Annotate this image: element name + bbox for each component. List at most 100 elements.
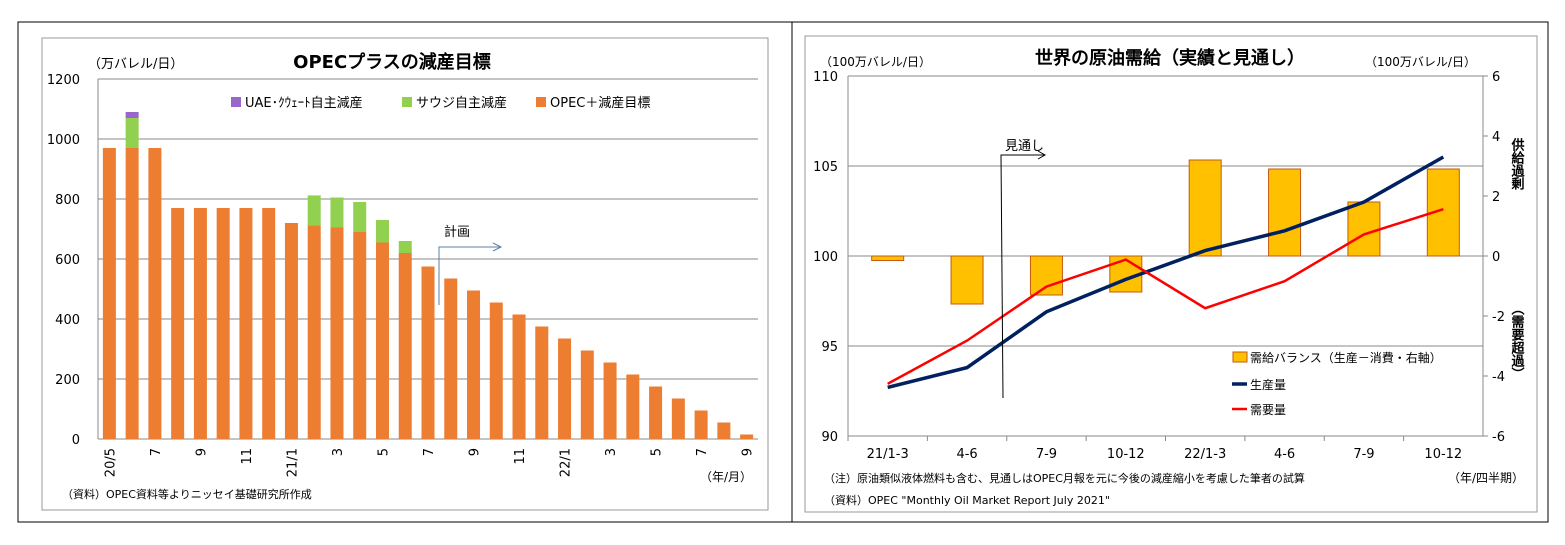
left-y-tick-label: 100 — [813, 250, 838, 265]
bar-1 — [398, 241, 412, 253]
balance-bar — [1347, 201, 1381, 257]
y-tick-label: 600 — [55, 253, 80, 268]
right-note: （注）原油類似液体燃料も含む、見通しはOPEC月報を元に今後の減産縮小を考慮した… — [824, 471, 1305, 485]
x-tick-label: 20/5 — [103, 448, 118, 477]
bar-0 — [148, 148, 162, 439]
demand-line — [887, 208, 1444, 385]
plan-annotation: 計画 — [444, 224, 470, 240]
bar-0 — [671, 398, 685, 439]
left-y-tick-label: 90 — [821, 430, 838, 445]
x-tick-label: 9 — [741, 448, 756, 456]
right-y-tick-label: -6 — [1492, 430, 1505, 445]
legend-swatch — [402, 97, 412, 107]
outlook-annotation: 見通し — [1005, 139, 1044, 154]
x-tick-label: 5 — [376, 448, 391, 456]
y-tick-label: 1000 — [47, 133, 80, 148]
legend-swatch — [231, 97, 241, 107]
balance-bar — [950, 255, 984, 305]
legend-label: サウジ自主減産 — [416, 95, 507, 111]
x-tick-label: 11 — [513, 448, 528, 465]
y-tick-label: 200 — [55, 373, 80, 388]
bar-0 — [535, 326, 549, 439]
x-tick-label: 9 — [468, 448, 483, 456]
left-source: （資料）OPEC資料等よりニッセイ基礎研究所作成 — [62, 487, 312, 501]
right-y-tick-label: 0 — [1492, 250, 1500, 265]
legend-label: 需給バランス（生産－消費・右軸） — [1250, 350, 1442, 365]
bar-0 — [717, 422, 731, 439]
bar-0 — [171, 208, 185, 439]
y-tick-label: 400 — [55, 313, 80, 328]
left-y-axis-label: （万バレル/日） — [88, 57, 183, 72]
bar-0 — [216, 208, 230, 439]
x-tick-label: 7 — [695, 448, 710, 456]
right-chart-frame — [804, 35, 1538, 513]
bar-2 — [125, 112, 139, 118]
bar-0 — [626, 374, 640, 439]
x-tick-label: 7-9 — [1036, 447, 1057, 462]
left-y-tick-label: 95 — [821, 340, 838, 355]
right-chart: 世界の原油需給（実績と見通し） （100万バレル/日） （100万バレル/日） … — [813, 47, 1525, 507]
y-tick-label: 1200 — [47, 73, 80, 88]
left-y-tick-label: 110 — [813, 70, 838, 85]
x-tick-label: 21/1 — [285, 448, 300, 477]
bar-0 — [353, 232, 367, 439]
bar-0 — [512, 314, 526, 439]
right-y-tick-label: 6 — [1492, 70, 1500, 85]
bar-1 — [125, 118, 139, 148]
right-source: （資料）OPEC "Monthly Oil Market Report July… — [824, 493, 1110, 507]
bar-0 — [330, 227, 344, 439]
left-chart-title: OPECプラスの減産目標 — [293, 51, 491, 73]
bar-0 — [193, 208, 207, 439]
bar-1 — [307, 195, 321, 226]
x-tick-label: 4-6 — [956, 447, 977, 462]
legend-label: UAE･ｸｳｪｰﾄ自主減産 — [245, 95, 363, 111]
x-tick-label: 9 — [194, 448, 209, 456]
x-tick-label: 21/1-3 — [867, 447, 909, 462]
bar-0 — [603, 362, 617, 439]
left-x-axis-label: （年/月） — [700, 470, 752, 484]
x-tick-label: 3 — [604, 448, 619, 456]
bar-0 — [421, 266, 435, 439]
left-chart: OPECプラスの減産目標 （万バレル/日） （年/月） （資料）OPEC資料等よ… — [47, 51, 758, 501]
y-tick-label: 0 — [72, 433, 80, 448]
legend-swatch-balance — [1232, 351, 1248, 363]
left-chart-frame — [41, 37, 769, 511]
bar-0 — [102, 148, 116, 439]
right-chart-title: 世界の原油需給（実績と見通し） — [1035, 47, 1305, 69]
bar-0 — [558, 338, 572, 439]
x-tick-label: 4-6 — [1274, 447, 1295, 462]
right-y-tick-label: -2 — [1492, 310, 1505, 325]
right-y-tick-label: -4 — [1492, 370, 1505, 385]
bar-1 — [353, 202, 367, 232]
legend-label: OPEC＋減産目標 — [550, 95, 650, 111]
x-tick-label: 7 — [422, 448, 437, 456]
x-tick-label: 7 — [149, 448, 164, 456]
right-axis-lower-label: （需要超過） — [1509, 302, 1526, 380]
right-y-tick-label: 4 — [1492, 130, 1500, 145]
bar-0 — [580, 350, 594, 439]
bar-0 — [262, 208, 276, 439]
x-tick-label: 11 — [240, 448, 255, 465]
x-tick-label: 5 — [650, 448, 665, 456]
balance-bar — [871, 255, 905, 261]
right-x-axis-label: （年/四半期） — [1448, 471, 1524, 485]
bar-0 — [740, 434, 754, 439]
bar-0 — [239, 208, 253, 439]
bar-1 — [330, 197, 344, 228]
left-y-tick-label: 105 — [813, 160, 838, 175]
bar-0 — [489, 302, 503, 439]
bar-0 — [444, 278, 458, 439]
x-tick-label: 22/1 — [559, 448, 574, 477]
bar-0 — [398, 253, 412, 439]
bar-0 — [307, 225, 321, 439]
plan-arrow — [438, 242, 503, 305]
outer-frame — [17, 21, 1549, 523]
legend-label: 生産量 — [1250, 377, 1286, 392]
x-tick-label: 10-12 — [1107, 447, 1145, 462]
bar-0 — [284, 223, 298, 439]
bar-0 — [375, 242, 389, 439]
x-tick-label: 22/1-3 — [1184, 447, 1226, 462]
x-tick-label: 10-12 — [1424, 447, 1462, 462]
right-right-axis-label: （100万バレル/日） — [1365, 55, 1476, 69]
